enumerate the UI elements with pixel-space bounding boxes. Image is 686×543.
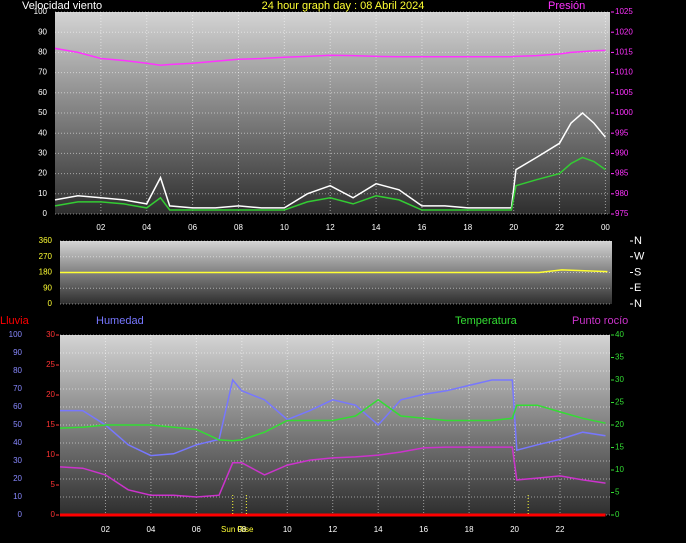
y2-tick-label: 25 [615, 398, 624, 407]
y-tick-label: 0 [18, 510, 23, 519]
y-tick-label: 180 [39, 268, 53, 277]
chart-title: 24 hour graph day : 08 Abril 2024 [262, 0, 425, 12]
y-tick-label: 20 [13, 474, 22, 483]
series-line [54, 47, 606, 67]
y-tick-label: 60 [13, 402, 22, 411]
y2-tick-label: 1010 [615, 68, 633, 77]
y-tick-label: 0 [43, 209, 48, 218]
legend-entry: Lluvia [0, 315, 30, 327]
y-tick-label: 30 [38, 149, 47, 158]
x-tick-label: 20 [510, 525, 519, 534]
legend-entry: Velocidad viento [22, 0, 102, 12]
y3-tick-label: 20 [46, 390, 55, 399]
y2-tick-label: 1020 [615, 27, 633, 36]
x-tick-label: 20 [509, 223, 518, 232]
y2-tick-label: E [634, 282, 641, 294]
x-tick-label: 16 [417, 223, 426, 232]
x-tick-label: 12 [328, 525, 337, 534]
x-tick-label: 08 [237, 525, 246, 534]
x-tick-label: 00 [601, 223, 610, 232]
y-tick-label: 50 [13, 420, 22, 429]
y2-tick-label: 1025 [615, 7, 633, 16]
x-tick-label: 02 [101, 525, 110, 534]
y-tick-label: 10 [38, 189, 47, 198]
x-tick-label: 22 [555, 223, 564, 232]
series-line [54, 111, 606, 209]
y2-tick-label: 0 [615, 510, 620, 519]
x-tick-label: 14 [372, 223, 381, 232]
x-tick-label: 06 [188, 223, 197, 232]
y2-tick-label: 980 [615, 189, 629, 198]
y-tick-label: 10 [13, 492, 22, 501]
y2-tick-label: S [634, 266, 641, 278]
x-tick-label: 04 [142, 223, 151, 232]
y-tick-label: 50 [38, 108, 47, 117]
y-tick-label: 80 [38, 48, 47, 57]
y2-tick-label: 1000 [615, 108, 633, 117]
y-tick-label: 80 [13, 366, 22, 375]
y2-tick-label: 995 [615, 128, 629, 137]
y2-tick-label: 990 [615, 149, 629, 158]
x-tick-label: 12 [326, 223, 335, 232]
y3-tick-label: 10 [46, 450, 55, 459]
y2-tick-label: N [634, 298, 642, 310]
y-tick-label: 100 [34, 7, 48, 16]
legend-entry: Punto rocío [572, 315, 628, 327]
y-tick-label: 100 [9, 330, 23, 339]
legend-entry: Temperatura [455, 315, 518, 327]
y2-tick-label: 975 [615, 209, 629, 218]
y2-tick-label: 985 [615, 169, 629, 178]
x-tick-label: 02 [96, 223, 105, 232]
y-tick-label: 0 [48, 299, 53, 308]
y2-tick-label: 30 [615, 375, 624, 384]
x-tick-label: 08 [234, 223, 243, 232]
y-tick-label: 70 [13, 384, 22, 393]
x-tick-label: 04 [146, 525, 155, 534]
y2-tick-label: 5 [615, 488, 620, 497]
x-tick-label: 22 [556, 525, 565, 534]
y2-tick-label: 15 [615, 443, 624, 452]
y3-tick-label: 15 [46, 420, 55, 429]
y2-tick-label: 1005 [615, 88, 633, 97]
y-tick-label: 70 [38, 68, 47, 77]
legend-entry: Presión [548, 0, 585, 12]
y3-tick-label: 30 [46, 330, 55, 339]
x-tick-label: 18 [465, 525, 474, 534]
y3-tick-label: 25 [46, 360, 55, 369]
x-tick-label: 06 [192, 525, 201, 534]
series-line [54, 156, 606, 211]
series-line [59, 446, 606, 498]
x-tick-label: 16 [419, 525, 428, 534]
series-line [60, 269, 608, 274]
series-line [59, 398, 606, 442]
legend-entry: Humedad [96, 315, 144, 327]
y-tick-label: 360 [39, 236, 53, 245]
y-tick-label: 270 [39, 252, 53, 261]
y3-tick-label: 5 [51, 480, 56, 489]
x-tick-label: 10 [283, 525, 292, 534]
y-tick-label: 30 [13, 456, 22, 465]
y-tick-label: 90 [13, 348, 22, 357]
y2-tick-label: W [634, 251, 645, 263]
y2-tick-label: 35 [615, 353, 624, 362]
y-tick-label: 60 [38, 88, 47, 97]
y2-tick-label: 1015 [615, 48, 633, 57]
y-tick-label: 40 [13, 438, 22, 447]
y2-tick-label: N [634, 235, 642, 247]
x-tick-label: 10 [280, 223, 289, 232]
y2-tick-label: 40 [615, 330, 624, 339]
x-tick-label: 18 [463, 223, 472, 232]
y-tick-label: 40 [38, 128, 47, 137]
y2-tick-label: 10 [615, 465, 624, 474]
y-tick-label: 90 [38, 27, 47, 36]
y2-tick-label: 20 [615, 420, 624, 429]
x-tick-label: 14 [374, 525, 383, 534]
y3-tick-label: 0 [51, 510, 56, 519]
y-tick-label: 90 [43, 283, 52, 292]
series-line [60, 378, 606, 457]
y-tick-label: 20 [38, 169, 47, 178]
annotation: Sun Rise [221, 525, 254, 534]
